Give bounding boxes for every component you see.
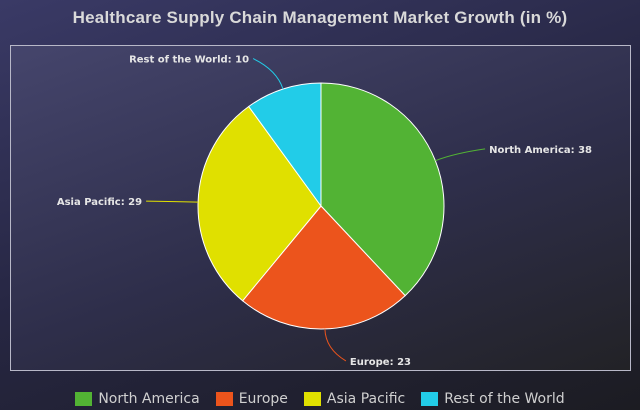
label-connector-asia-pacific [146,200,199,203]
pie-slice-rest-of-the-world[interactable] [248,82,322,208]
label-connector-north-america [435,148,486,162]
label-connector-rest-of-the-world [252,58,284,90]
legend-item-asia-pacific[interactable]: Asia Pacific [303,391,406,407]
legend-swatch [215,392,233,406]
legend: North America Europe Asia Pacific Rest of t… [0,390,640,408]
chart-title: Healthcare Supply Chain Management Marke… [72,8,568,27]
label-connector-europe [324,328,347,362]
data-label-rest-of-the-world: Rest of the World: 10 [129,55,249,66]
data-label-asia-pacific: Asia Pacific: 29 [57,197,142,208]
legend-label: North America [98,391,200,407]
legend-label: Europe [238,391,288,407]
pie-slice-asia-pacific[interactable] [197,105,322,302]
legend-item-rest-of-the-world[interactable]: Rest of the World [421,391,565,407]
legend-swatch [303,392,321,406]
legend-item-europe[interactable]: Europe [215,391,288,407]
legend-swatch [421,392,439,406]
legend-swatch [75,392,93,406]
pie-chart: North America: 38 Europe: 23 Asia Pacific:… [57,55,592,368]
pie-slice-north-america[interactable] [320,82,445,297]
plot-area: North America: 38 Europe: 23 Asia Pacific:… [10,45,631,371]
data-label-north-america: North America: 38 [489,145,592,156]
data-label-europe: Europe: 23 [350,357,411,368]
legend-label: Rest of the World [444,391,565,407]
legend-item-north-america[interactable]: North America [75,391,200,407]
legend-label: Asia Pacific [326,391,406,407]
